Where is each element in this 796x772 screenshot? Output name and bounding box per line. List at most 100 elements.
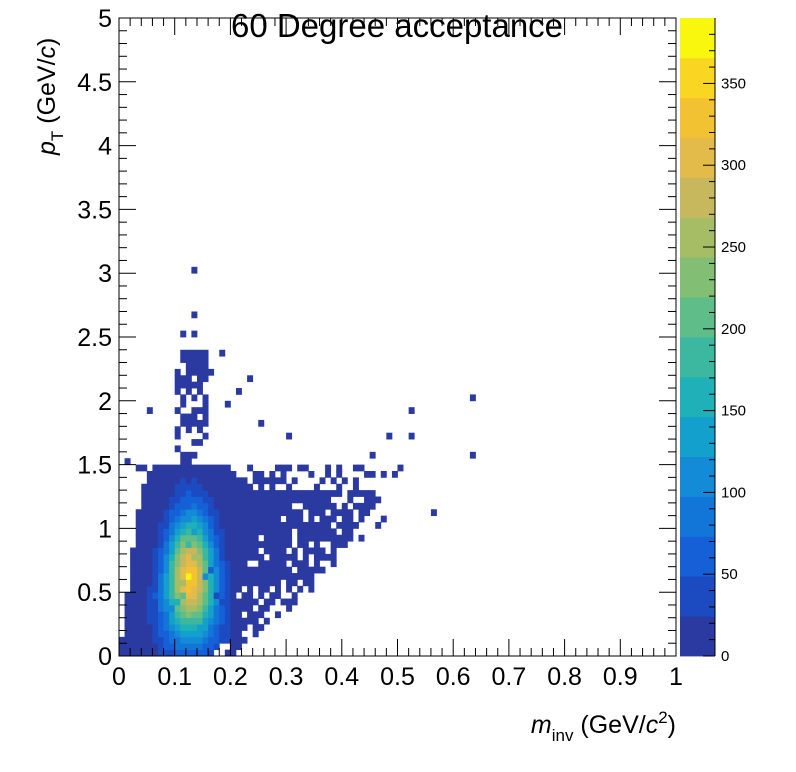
heatmap-bin [286,490,293,497]
heatmap-bin [169,604,176,612]
heatmap-bin [235,502,242,510]
heatmap-bin [219,617,226,625]
heatmap-bin [152,470,159,478]
heatmap-bin [269,592,276,599]
heatmap-bin [313,541,320,548]
z-tick-label: 100 [721,484,746,501]
heatmap-bin [219,496,226,504]
heatmap-bin [141,636,148,644]
heatmap-bin [224,502,231,510]
heatmap-bin [185,362,192,370]
heatmap-bin [235,585,242,593]
heatmap-bin [269,566,276,574]
heatmap-bin [369,451,376,459]
heatmap-bin [196,464,203,472]
heatmap-bin [169,566,176,574]
palette-swatch [680,18,715,59]
heatmap-bin [119,643,125,651]
heatmap-bin [174,522,181,529]
heatmap-bin [341,522,348,529]
heatmap-bin [180,330,187,338]
heatmap-bin [141,624,148,631]
palette-swatch [680,97,715,139]
heatmap-bin [135,630,142,638]
heatmap-bin [157,502,164,510]
heatmap-bin [135,464,142,472]
heatmap-bin [235,522,242,529]
heatmap-bin [196,617,203,625]
heatmap-bin [230,490,237,497]
heatmap-bin [141,534,148,542]
heatmap-bin [208,470,215,478]
heatmap-bin [313,502,320,510]
heatmap-bin [213,617,220,625]
heatmap-bin [224,566,231,574]
heatmap-bin [247,483,254,491]
heatmap-bin [247,598,254,606]
heatmap-bin [157,560,164,568]
heatmap-bin [330,547,337,555]
heatmap-bin [241,483,248,491]
heatmap-bin [191,515,198,523]
heatmap-bin [219,598,226,606]
heatmap-bin [258,566,265,574]
x-tick-label: 0.8 [547,663,582,691]
heatmap-bin [319,490,326,497]
heatmap-bin [174,592,181,599]
heatmap-bin [191,528,198,536]
heatmap-bin [325,490,332,497]
heatmap-bin [146,579,153,587]
heatmap-bin [141,490,148,497]
heatmap-bin [202,400,209,408]
heatmap-bin [146,585,153,593]
heatmap-bin [213,611,220,619]
heatmap-bin [330,560,337,568]
heatmap-bin [219,611,226,619]
heatmap-bin [325,470,332,478]
heatmap-bin [152,534,159,542]
heatmap-bin [157,483,164,491]
heatmap-bin [208,636,215,644]
heatmap-bin [224,483,231,491]
heatmap-bin [163,630,170,638]
heatmap-bin [235,547,242,555]
heatmap-bin [185,388,192,395]
heatmap-bin [180,630,187,638]
heatmap-bin [174,534,181,542]
heatmap-bin [241,592,248,599]
heatmap-bin [130,560,137,568]
palette-swatch [680,616,715,657]
heatmap-bin [174,624,181,631]
heatmap-bin [196,349,203,357]
heatmap-bin [235,573,242,580]
heatmap-bin [280,528,287,536]
heatmap-bin [196,604,203,612]
heatmap-bin [152,636,159,644]
heatmap-bin [174,611,181,619]
z-tick-label: 350 [721,75,746,92]
heatmap-bin [146,592,153,599]
x-axis-title: minv (GeV/c2) [531,708,676,745]
heatmap-bin [230,541,237,548]
heatmap-bin [202,604,209,612]
heatmap-bin [252,598,259,606]
heatmap-bin [352,522,359,529]
heatmap-bin [191,649,198,657]
heatmap-bin [180,458,187,465]
heatmap-bin [235,579,242,587]
heatmap-bin [336,534,343,542]
heatmap-bin [302,553,309,561]
heatmap-bin [163,553,170,561]
heatmap-bin [213,585,220,593]
heatmap-bin [258,509,265,517]
heatmap-bin [308,470,315,478]
color-palette [680,18,716,657]
heatmap-bin [269,515,276,523]
x-tick-label: 0.2 [213,663,248,691]
heatmap-bin [213,643,220,651]
heatmap-bin [169,483,176,491]
heatmap-bin [274,515,281,523]
heatmap-bin [185,426,192,434]
heatmap-bin [185,560,192,568]
heatmap-bin [185,617,192,625]
